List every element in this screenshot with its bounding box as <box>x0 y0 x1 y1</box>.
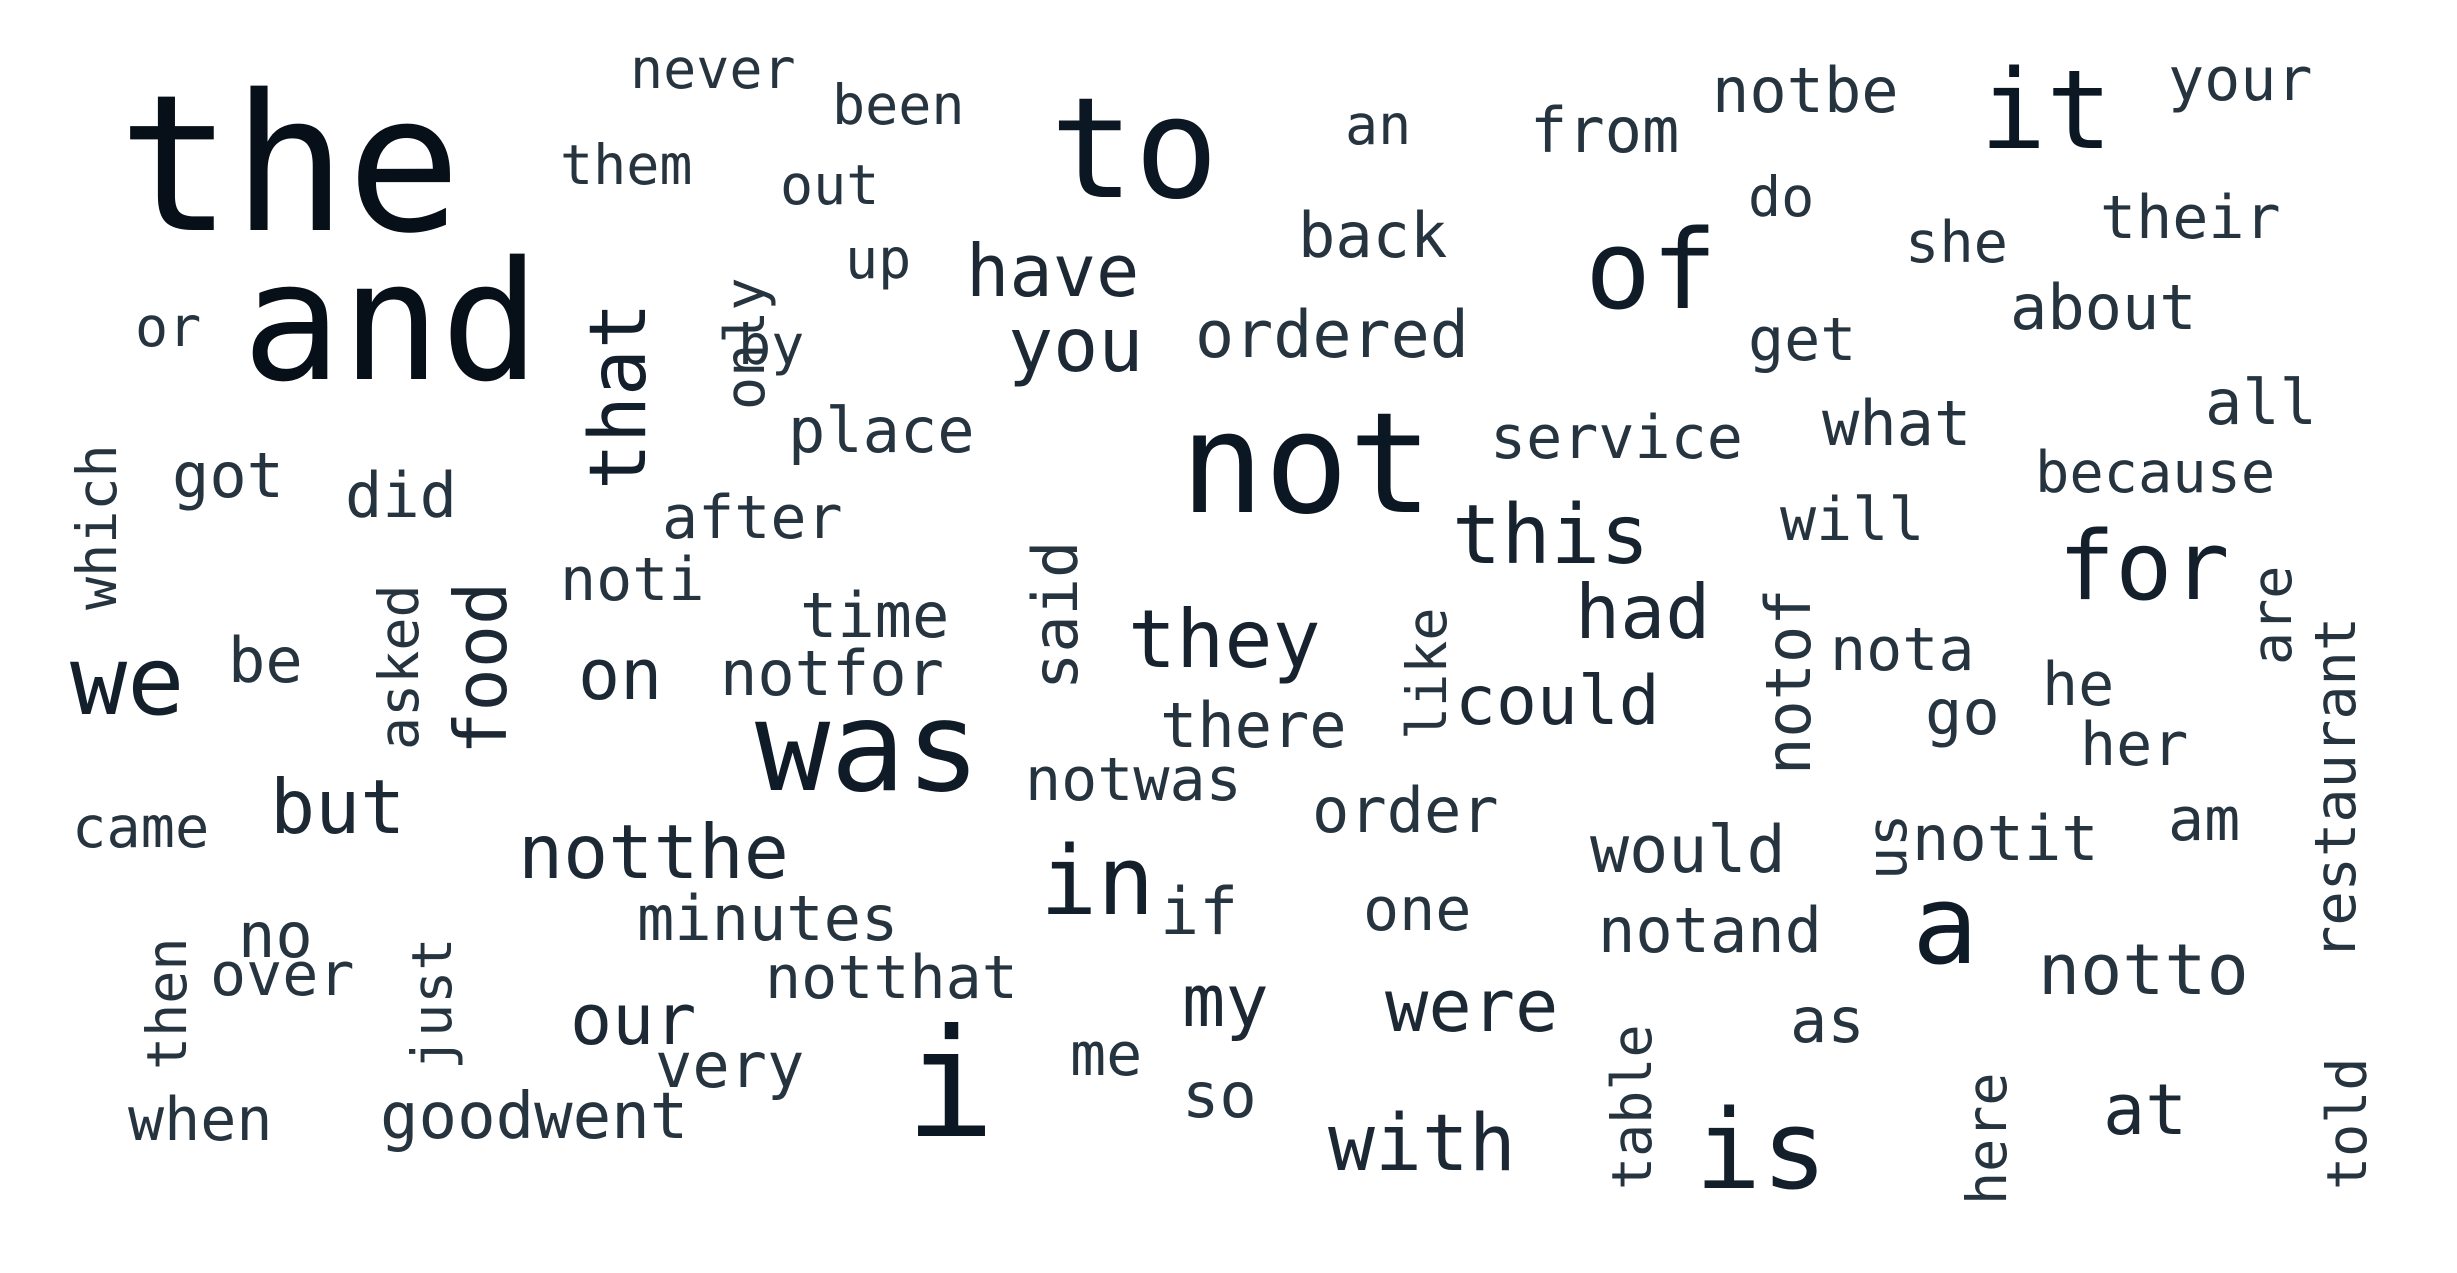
word-which: which <box>65 444 129 610</box>
word-goodwent: goodwent <box>380 1080 689 1154</box>
word-for: for <box>2058 512 2230 622</box>
word-got: got <box>172 439 284 512</box>
word-over: over <box>210 940 355 1010</box>
word-notthe: notthe <box>518 808 789 896</box>
word-place: place <box>788 394 975 467</box>
word-of: of <box>1585 206 1718 334</box>
word-do: do <box>1748 165 1815 229</box>
word-are: are <box>2240 565 2304 665</box>
word-our: our <box>570 979 697 1061</box>
word-when: when <box>128 1085 273 1155</box>
word-one: one <box>1363 875 1472 945</box>
word-because: because <box>2035 440 2276 506</box>
word-or: or <box>135 295 202 359</box>
word-notbe: notbe <box>1712 54 1899 127</box>
word-came: came <box>72 795 210 861</box>
word-been: been <box>832 73 965 137</box>
word-to: to <box>1050 68 1219 231</box>
word-at: at <box>2103 1069 2188 1151</box>
word-no: no <box>238 899 313 972</box>
word-me: me <box>1070 1020 1143 1090</box>
word-go: go <box>1925 676 2000 749</box>
word-have: have <box>966 229 1140 313</box>
word-would: would <box>1590 813 1786 888</box>
word-did: did <box>345 459 457 532</box>
word-never: never <box>630 37 796 101</box>
word-that: that <box>574 302 664 490</box>
word-be: be <box>228 624 303 697</box>
word-your: your <box>2168 45 2313 115</box>
word-table: table <box>1600 1024 1664 1190</box>
word-an: an <box>1345 93 1412 157</box>
word-back: back <box>1298 199 1448 272</box>
word-this: this <box>1452 488 1650 583</box>
word-but: but <box>270 763 406 851</box>
word-with: with <box>1328 1099 1516 1189</box>
word-a: a <box>1912 861 1979 989</box>
word-her: her <box>2080 710 2189 780</box>
word-minutes: minutes <box>637 882 899 955</box>
word-them: them <box>560 133 693 197</box>
word-here: here <box>1955 1072 2019 1205</box>
word-and: and <box>242 226 541 418</box>
word-from: from <box>1530 94 1680 167</box>
word-service: service <box>1490 403 1743 473</box>
word-notto: notto <box>2038 929 2249 1011</box>
word-she: she <box>1905 210 2008 276</box>
word-on: on <box>578 634 663 716</box>
word-get: get <box>1748 305 1857 375</box>
word-had: had <box>1575 568 1711 656</box>
word-up: up <box>845 227 912 291</box>
word-it: it <box>1980 46 2113 174</box>
word-am: am <box>2168 785 2241 855</box>
word-all: all <box>2205 366 2317 439</box>
word-we: we <box>70 627 185 737</box>
word-my: my <box>1182 959 1269 1043</box>
word-you: you <box>1008 301 1144 389</box>
word-notthat: notthat <box>765 943 1018 1013</box>
word-time: time <box>800 579 950 652</box>
word-the: the <box>118 54 462 275</box>
word-what: what <box>1822 387 1972 460</box>
word-notit: notit <box>1912 802 2099 875</box>
word-so: so <box>1182 1059 1257 1132</box>
word-then: then <box>135 937 199 1070</box>
word-their: their <box>2100 183 2281 253</box>
word-after: after <box>662 483 843 553</box>
word-there: there <box>1160 689 1347 762</box>
word-notof: notof <box>1752 588 1825 775</box>
word-as: as <box>1790 984 1865 1057</box>
word-restaurant: restaurant <box>2303 616 2369 960</box>
word-told: told <box>2315 1057 2379 1190</box>
word-us: us <box>1855 813 1919 880</box>
word-in: in <box>1040 827 1155 937</box>
word-not: not <box>1180 383 1433 546</box>
word-was: was <box>755 675 981 820</box>
word-notand: notand <box>1598 894 1822 967</box>
word-notwas: notwas <box>1025 745 1242 815</box>
word-out: out <box>780 153 880 217</box>
word-order: order <box>1312 774 1499 847</box>
word-said: said <box>1019 540 1092 690</box>
word-he: he <box>2042 650 2115 720</box>
word-ordered: ordered <box>1195 298 1469 373</box>
word-i: i <box>905 998 996 1172</box>
word-food: food <box>439 581 523 755</box>
word-they: they <box>1128 593 1321 686</box>
word-could: could <box>1455 662 1660 741</box>
word-by: by <box>738 313 805 377</box>
word-were: were <box>1385 964 1559 1048</box>
word-nota: nota <box>1830 615 1975 685</box>
word-like: like <box>1395 607 1459 740</box>
word-notfor: notfor <box>720 637 944 710</box>
word-asked: asked <box>367 584 431 750</box>
word-will: will <box>1780 485 1925 555</box>
word-just: just <box>400 937 464 1070</box>
word-about: about <box>2010 271 2197 344</box>
word-very: very <box>655 1029 805 1102</box>
word-noti: noti <box>560 545 705 615</box>
word-is: is <box>1695 1086 1828 1214</box>
word-if: if <box>1160 875 1239 950</box>
